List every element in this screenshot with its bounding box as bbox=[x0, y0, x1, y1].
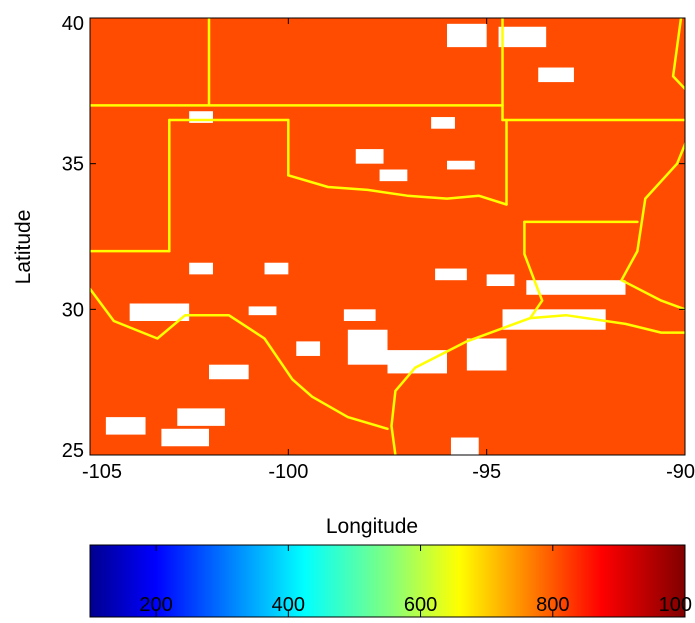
missing-data-block bbox=[431, 117, 455, 129]
missing-data-block bbox=[435, 268, 467, 281]
boundary-red-river bbox=[287, 174, 508, 206]
missing-data-block bbox=[264, 262, 289, 275]
boundary-texas-louisiana bbox=[523, 220, 544, 320]
missing-data-block bbox=[296, 341, 321, 356]
y-tick-label: 30 bbox=[62, 299, 84, 321]
colorbar-ticks: 200 400 600 800 100 bbox=[139, 545, 692, 617]
missing-data-block bbox=[387, 350, 447, 374]
x-tick-label: -90 bbox=[666, 461, 695, 483]
missing-data-block bbox=[209, 364, 249, 380]
missing-data-block bbox=[447, 160, 475, 170]
y-tick-label: 40 bbox=[62, 13, 84, 35]
missing-data-block bbox=[502, 309, 606, 330]
missing-data-block bbox=[105, 417, 146, 435]
missing-data-block bbox=[189, 111, 213, 123]
y-axis-label: Latitude bbox=[12, 210, 35, 285]
x-tick-label: -100 bbox=[268, 461, 308, 483]
missing-data-block bbox=[189, 262, 213, 275]
colorbar-tick-label: 200 bbox=[139, 594, 172, 616]
y-axis: 25 30 35 40 bbox=[62, 13, 685, 462]
missing-data-block bbox=[129, 303, 190, 321]
missing-data-block bbox=[538, 67, 574, 83]
x-axis-label: Longitude bbox=[326, 515, 418, 538]
missing-data-block bbox=[248, 306, 277, 316]
y-tick-label: 25 bbox=[62, 440, 84, 462]
missing-data-block bbox=[498, 26, 547, 48]
boundary-gulf-coast bbox=[390, 313, 685, 455]
missing-data-block bbox=[347, 329, 388, 365]
colorbar-tick-label: 600 bbox=[404, 594, 437, 616]
boundary-mississippi-river bbox=[620, 18, 685, 311]
colorbar-tick-label: 100 bbox=[659, 594, 692, 616]
missing-data-block bbox=[379, 169, 408, 182]
colorbar: 200 400 600 800 100 bbox=[89, 544, 692, 618]
x-tick-label: -95 bbox=[472, 461, 501, 483]
missing-data-block bbox=[161, 428, 209, 447]
missing-data-block bbox=[177, 408, 225, 426]
x-axis: -105 -100 -95 -90 bbox=[82, 18, 695, 483]
colorbar-gradient bbox=[89, 544, 686, 618]
missing-data-block bbox=[355, 149, 384, 164]
x-tick-label: -105 bbox=[82, 461, 122, 483]
plot-area bbox=[89, 17, 686, 456]
missing-data-block bbox=[466, 338, 507, 371]
missing-data-layer bbox=[105, 23, 626, 455]
missing-data-block bbox=[526, 280, 626, 295]
plot-frame bbox=[89, 17, 686, 456]
heatmap-field bbox=[90, 18, 685, 455]
missing-data-block bbox=[450, 437, 479, 455]
heatmap-background bbox=[90, 18, 685, 455]
missing-data-block bbox=[447, 23, 487, 48]
boundary-rio-grande bbox=[90, 287, 389, 431]
missing-data-block bbox=[486, 274, 515, 287]
missing-data-block bbox=[343, 309, 376, 321]
colorbar-tick-label: 800 bbox=[536, 594, 569, 616]
colorbar-tick-label: 400 bbox=[272, 594, 305, 616]
state-boundaries bbox=[90, 18, 685, 455]
y-tick-label: 35 bbox=[62, 154, 84, 176]
